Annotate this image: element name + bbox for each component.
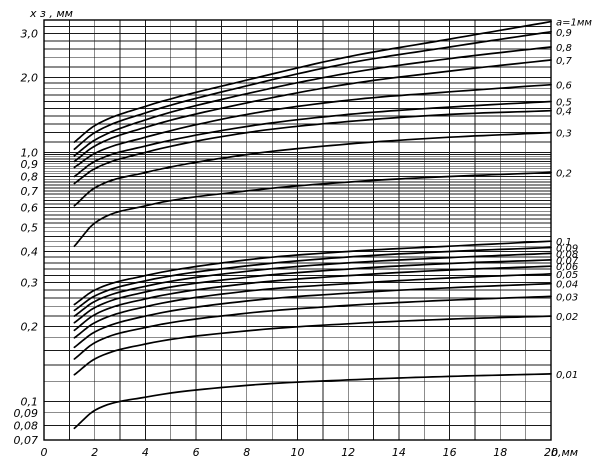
curve-label: 0,01 (556, 370, 578, 381)
y-tick-labels: 0,070,080,090,1 0,2 0,3 0,4 0,5 0,6 0,70,80,91… (14, 28, 39, 447)
curve-12 (73, 252, 552, 317)
curve-2 (73, 30, 552, 151)
curve-13 (73, 259, 552, 324)
y-axis-label: x з , мм (29, 7, 73, 20)
x-tick-label: 20 (544, 446, 558, 459)
x-tick-label: 16 (443, 446, 457, 459)
curve-label: 0,8 (556, 43, 572, 54)
curve-label: a=1мм (556, 18, 592, 29)
curve-9 (73, 171, 552, 248)
y-tick-label: 3,0 (21, 28, 39, 41)
curves (73, 20, 552, 430)
x-tick-label: 12 (341, 446, 355, 459)
x-tick-label: 18 (493, 446, 507, 459)
curve-19 (73, 373, 552, 430)
curve-1 (73, 20, 552, 143)
y-tick-label: 0,09 (14, 407, 39, 420)
plot-frame (43, 19, 552, 441)
x-tick-label: 8 (243, 446, 250, 459)
y-tick-label: 0,5 (21, 221, 39, 234)
curve-18 (73, 315, 552, 376)
y-tick-label: 0,07 (14, 434, 39, 447)
curve-label: 0,08 (556, 249, 578, 260)
curve-5 (73, 83, 552, 169)
x-tick-label: 14 (392, 446, 406, 459)
curve-16 (73, 282, 552, 349)
curve-10 (73, 240, 552, 306)
curve-label: 0,04 (556, 280, 578, 291)
curve-label: 0,3 (556, 129, 572, 140)
x-tick-labels: 0 2 4 6 8 10 12 14 16 18 20 (41, 446, 559, 459)
y-tick-label: 1,0 (21, 146, 39, 159)
curve-4 (73, 59, 552, 163)
y-tick-label: 0,08 (14, 420, 39, 433)
curve-label: 0,4 (556, 107, 572, 118)
y-tick-label: 0,6 (21, 202, 39, 215)
curve-label: 0,05 (556, 270, 578, 281)
y-tick-label: 0,4 (21, 245, 39, 258)
curve-label: 0,07 (556, 256, 579, 267)
curve-label: 0,02 (556, 312, 578, 323)
y-tick-label: 0,7 (21, 185, 39, 198)
curve-label: 0,09 (556, 243, 578, 254)
x-tick-label: 0 (41, 446, 48, 459)
curve-label: 0,1 (556, 237, 572, 248)
curve-11 (73, 246, 552, 312)
y-tick-label: 0,8 (21, 171, 39, 184)
y-tick-label: 0,9 (21, 158, 39, 171)
y-tick-label: 0,1 (21, 395, 39, 408)
curve-label: 0,03 (556, 292, 578, 303)
x-tick-label: 6 (193, 446, 200, 459)
x-tick-label: 2 (91, 446, 98, 459)
x-axis-label: b,мм (551, 446, 578, 459)
x-tick-label: 4 (142, 446, 149, 459)
y-tick-label: 2,0 (21, 71, 39, 84)
curve-6 (73, 100, 552, 178)
curve-8 (73, 131, 552, 207)
curve-label: 0,06 (556, 262, 578, 273)
x-tick-label: 10 (291, 446, 305, 459)
y-tick-label: 0,3 (21, 277, 39, 290)
y-tick-label: 0,2 (21, 320, 39, 333)
curve-label: 0,9 (556, 28, 572, 39)
curve-15 (73, 273, 552, 339)
curve-label: 0,6 (556, 81, 572, 92)
curve-label: 0,5 (556, 98, 572, 109)
curve-17 (73, 295, 552, 360)
curve-label: 0,7 (556, 56, 573, 67)
curve-label: 0,2 (556, 169, 572, 180)
curve-3 (73, 46, 552, 157)
curve-7 (73, 109, 552, 185)
curve-14 (73, 265, 552, 332)
